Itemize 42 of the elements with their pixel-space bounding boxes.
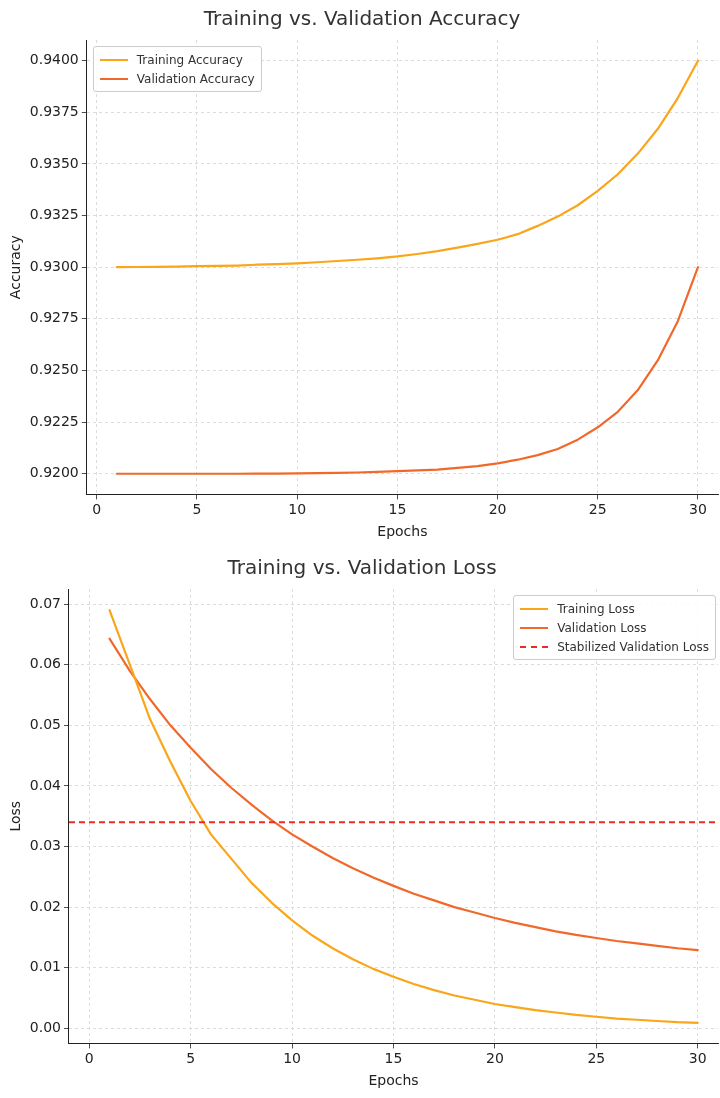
x-tick-label: 10	[288, 501, 307, 518]
y-axis-title: Loss	[7, 800, 24, 832]
x-tick-label: 30	[688, 1050, 707, 1067]
legend-label: Stabilized Validation Loss	[557, 639, 709, 654]
x-tick-label: 30	[689, 501, 707, 518]
x-tick-label: 15	[384, 1050, 403, 1067]
x-tick-label: 20	[488, 501, 507, 518]
y-tick-label: 0.02	[29, 897, 61, 914]
y-tick-label: 0.07	[29, 594, 61, 611]
y-tick-label: 0.05	[29, 715, 61, 732]
x-tick-label: 5	[186, 1050, 196, 1067]
x-tick-label: 25	[587, 1050, 606, 1067]
x-tick-label: 0	[84, 1050, 94, 1067]
x-tick-label: 15	[388, 501, 407, 518]
y-tick-label: 0.9350	[29, 154, 79, 171]
y-tick-label: 0.04	[29, 776, 62, 793]
y-tick-label: 0.9275	[29, 309, 79, 326]
x-tick-label: 20	[485, 1050, 504, 1067]
y-tick-label: 0.9325	[29, 206, 79, 223]
y-tick-label: 0.9400	[29, 51, 79, 68]
y-tick-label: 0.06	[29, 655, 62, 672]
y-tick-label: 0.03	[29, 837, 61, 854]
x-tick-label: 10	[283, 1050, 301, 1067]
chart-title: Training vs. Validation Loss	[226, 555, 497, 580]
legend-label: Validation Accuracy	[136, 71, 255, 86]
y-tick-label: 0.01	[29, 958, 61, 975]
y-tick-label: 0.9225	[29, 412, 79, 429]
x-axis-title: Epochs	[368, 1072, 419, 1089]
x-tick-label: 5	[192, 501, 202, 518]
legend-label: Training Loss	[557, 601, 635, 616]
chart-title: Training vs. Validation Accuracy	[202, 6, 521, 31]
y-tick-label: 0.9375	[29, 102, 79, 119]
y-tick-label: 0.00	[29, 1018, 61, 1035]
x-tick-label: 25	[588, 501, 607, 518]
y-tick-label: 0.9250	[29, 361, 79, 378]
y-tick-label: 0.9300	[29, 257, 79, 274]
x-axis-title: Epochs	[377, 523, 428, 540]
legend-label: Training Accuracy	[136, 52, 243, 67]
x-tick-label: 0	[92, 501, 102, 518]
legend-label: Validation Loss	[557, 620, 647, 635]
y-axis-title: Accuracy	[7, 235, 24, 300]
y-tick-label: 0.9200	[29, 464, 79, 481]
